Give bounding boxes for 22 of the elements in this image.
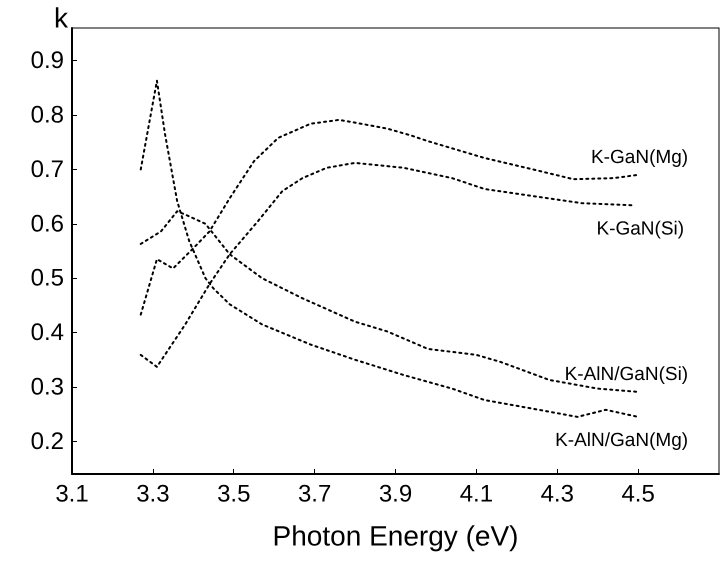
x-axis-title: Photon Energy (eV): [272, 520, 518, 552]
y-tick-label: 0.2: [30, 428, 64, 455]
y-tick-label: 0.5: [30, 264, 64, 292]
series-label: K-AlN/GaN(Mg): [555, 430, 688, 451]
x-tick-label: 4.3: [540, 480, 574, 508]
y-tick-label: 0.3: [30, 373, 64, 400]
series-label: K-GaN(Si): [596, 218, 684, 240]
series-label: K-AlN/GaN(Si): [564, 364, 688, 385]
y-tick-label: 0.7: [30, 156, 64, 183]
x-tick-label: 4.1: [460, 480, 494, 508]
y-tick-label: 0.9: [30, 47, 64, 74]
x-tick-label: 3.5: [217, 480, 250, 508]
x-tick-label: 3.9: [378, 480, 412, 508]
x-tick-label: 4.5: [621, 480, 655, 508]
y-tick-label: 0.6: [30, 210, 64, 238]
x-tick-label: 3.3: [136, 480, 170, 508]
x-tick-label: 3.1: [55, 480, 89, 508]
x-tick-label: 3.7: [298, 480, 332, 508]
y-tick-label: 0.8: [30, 102, 64, 129]
series-label: K-GaN(Mg): [591, 146, 688, 168]
y-axis-title: k: [54, 2, 69, 34]
y-tick-label: 0.4: [30, 319, 64, 346]
